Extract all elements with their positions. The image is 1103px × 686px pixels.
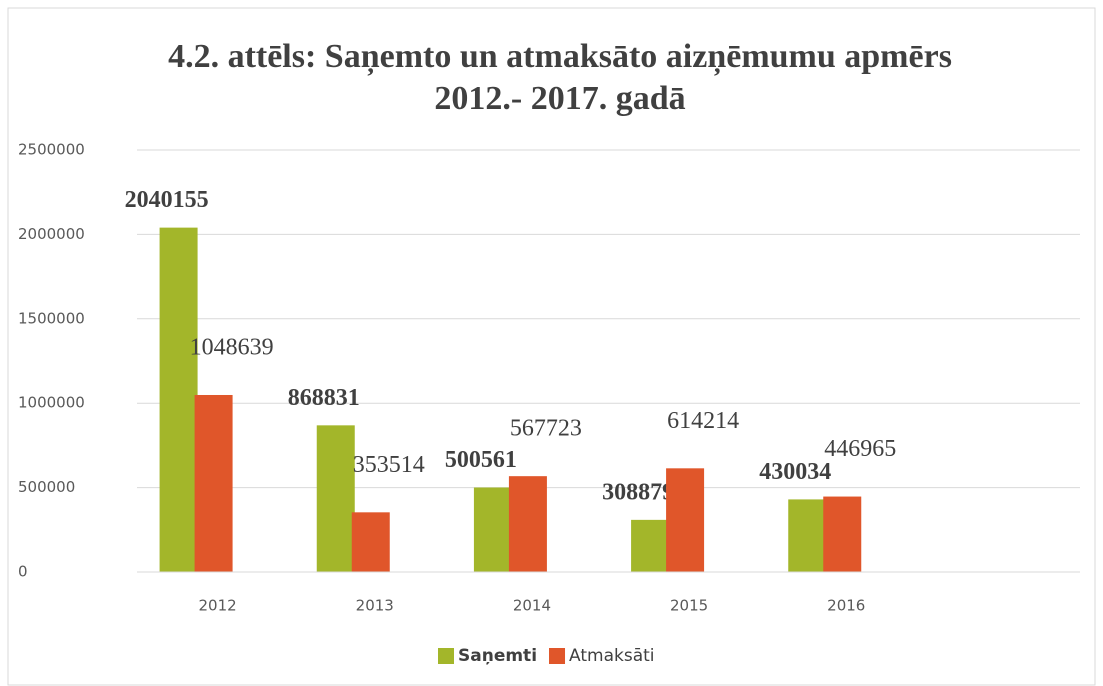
- bar: [788, 499, 827, 572]
- data-label: 446965: [824, 436, 896, 462]
- data-label: 1048639: [190, 334, 274, 360]
- bar: [473, 487, 512, 572]
- legend-label: Atmaksāti: [569, 646, 654, 666]
- data-label: 308879: [602, 479, 674, 505]
- x-tick-label: 2013: [356, 597, 394, 615]
- data-label: 567723: [510, 416, 582, 442]
- y-tick-label: 2500000: [18, 141, 85, 159]
- y-tick-label: 500000: [18, 478, 75, 496]
- bar: [631, 519, 670, 572]
- legend-swatch: [438, 648, 454, 664]
- data-label: 430034: [759, 459, 831, 485]
- chart-title: 2012.- 2017. gadā: [434, 80, 685, 117]
- data-label: 614214: [667, 408, 739, 434]
- bar: [194, 394, 233, 572]
- x-tick-label: 2014: [513, 597, 551, 615]
- y-tick-label: 2000000: [18, 225, 85, 243]
- bar: [159, 227, 198, 573]
- x-tick-label: 2012: [198, 597, 236, 615]
- data-label: 868831: [288, 385, 360, 411]
- legend-swatch: [549, 648, 566, 664]
- chart-title: 4.2. attēls: Saņemto un atmaksāto aizņēm…: [168, 38, 952, 76]
- data-label: 353514: [353, 452, 425, 478]
- y-tick-label: 1000000: [18, 394, 85, 412]
- data-label: 500561: [445, 447, 517, 473]
- bar: [351, 512, 390, 572]
- bar: [666, 468, 705, 572]
- legend-label: Saņemti: [458, 646, 537, 666]
- bar: [823, 496, 862, 572]
- data-label: 2040155: [125, 187, 209, 213]
- x-tick-label: 2016: [827, 597, 865, 615]
- bar: [508, 476, 547, 572]
- y-tick-label: 0: [18, 563, 28, 581]
- x-tick-label: 2015: [670, 597, 708, 615]
- bar: [316, 425, 355, 572]
- y-tick-label: 1500000: [18, 309, 85, 327]
